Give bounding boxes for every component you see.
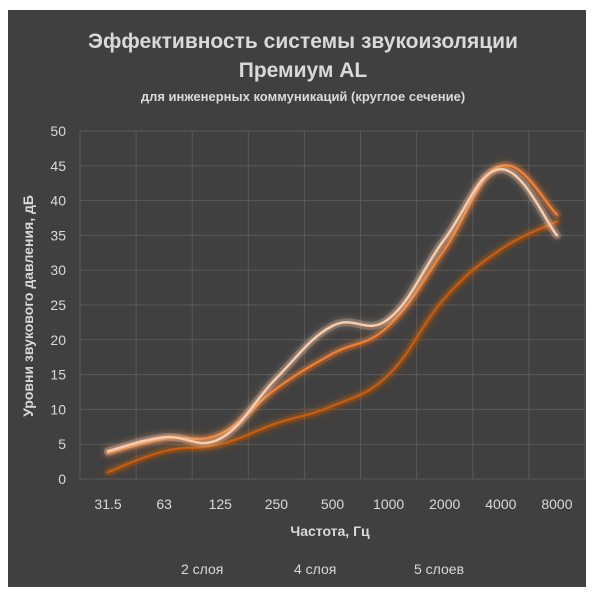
- legend-label: 5 слоев: [414, 561, 464, 577]
- y-tick-label: 5: [58, 436, 66, 452]
- series-3: [104, 165, 561, 456]
- y-tick-label: 40: [50, 193, 66, 209]
- chart-title-line2: Премиум AL: [239, 59, 368, 82]
- series-line: [106, 220, 559, 474]
- y-tick-label: 35: [50, 227, 66, 243]
- x-tick-labels: 31.5 63 125 250 500 1000 2000 4000 8000: [94, 496, 572, 512]
- chart-title: Эффективность системы звукоизоляции: [88, 30, 518, 53]
- legend-item: 2 слоя: [131, 561, 223, 577]
- series-1: [104, 217, 561, 477]
- y-tick-label: 10: [50, 401, 66, 417]
- y-tick-label: 25: [50, 297, 66, 313]
- legend-label: 2 слоя: [181, 561, 223, 577]
- legend-item: 5 слоев: [364, 561, 464, 577]
- y-tick-label: 30: [50, 262, 66, 278]
- x-tick-label: 8000: [541, 496, 572, 512]
- x-tick-label: 125: [209, 496, 233, 512]
- gridlines: [79, 130, 586, 480]
- legend-item: 4 слоя: [244, 561, 336, 577]
- y-tick-label: 20: [50, 332, 66, 348]
- legend: 2 слоя 4 слоя 5 слоев: [131, 561, 464, 577]
- y-tick-label: 15: [50, 367, 66, 383]
- legend-label: 4 слоя: [294, 561, 336, 577]
- x-tick-label: 500: [321, 496, 345, 512]
- x-tick-label: 31.5: [94, 496, 121, 512]
- series-lines: [104, 161, 561, 477]
- y-tick-label: 50: [50, 123, 66, 139]
- y-tick-label: 45: [50, 158, 66, 174]
- x-tick-label: 1000: [373, 496, 404, 512]
- chart-panel: [8, 10, 586, 587]
- x-axis-label: Частота, Гц: [290, 523, 370, 539]
- chart-subtitle: для инженерных коммуникаций (круглое сеч…: [141, 89, 465, 104]
- y-tick-labels: 0 5 10 15 20 25 30 35 40 45 50: [50, 123, 66, 487]
- x-tick-label: 2000: [429, 496, 460, 512]
- x-tick-label: 4000: [485, 496, 516, 512]
- y-axis-label: Уровни звукового давления, дБ: [20, 195, 36, 417]
- x-tick-label: 250: [265, 496, 289, 512]
- y-tick-label: 0: [58, 471, 66, 487]
- x-tick-label: 63: [156, 496, 172, 512]
- series-line: [106, 168, 559, 453]
